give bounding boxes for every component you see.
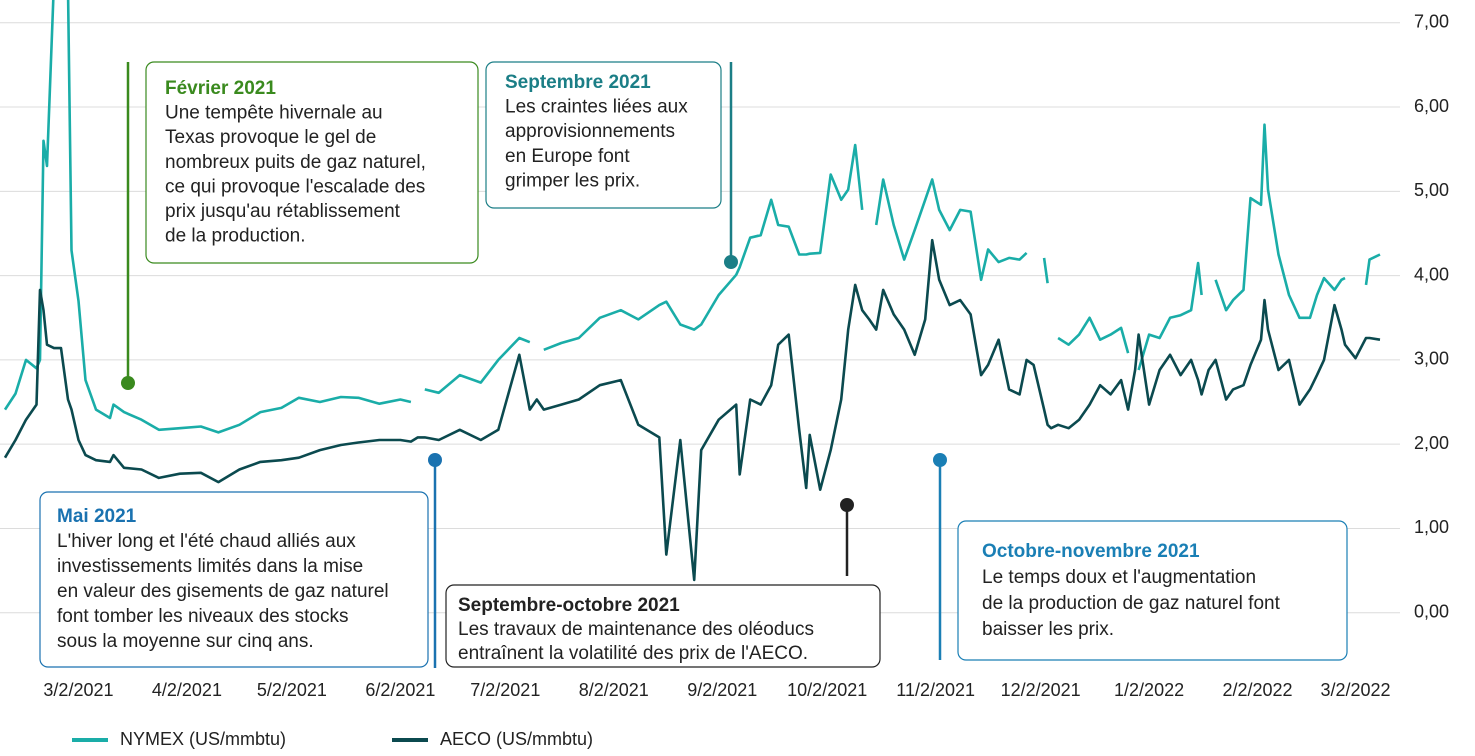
annotation-box: [445, 584, 881, 668]
x-tick-label: 8/2/2021: [579, 680, 649, 700]
annotation-text: L'hiver long et l'été chaud alliés aux: [57, 531, 356, 552]
y-tick-label: 0,00: [1414, 601, 1449, 621]
legend-label: AECO (US/mmbtu): [440, 729, 593, 749]
x-tick-label: 3/2/2021: [43, 680, 113, 700]
series-line: [3, 0, 1381, 434]
annotation-text: nombreux puits de gaz naturel,: [165, 152, 426, 173]
y-tick-label: 5,00: [1414, 180, 1449, 200]
annotation-text: investissements limités dans la mise: [57, 556, 363, 577]
annotation-box: [957, 520, 1348, 661]
plot-area: [3, 0, 1381, 582]
annotation-text: Le temps doux et l'augmentation: [982, 567, 1256, 588]
annotation-text: Texas provoque le gel de: [165, 127, 376, 148]
annotation-dot: [428, 453, 442, 467]
annotation-text: grimper les prix.: [505, 170, 640, 191]
annotation-box: [485, 61, 722, 209]
annotation-text: ce qui provoque l'escalade des: [165, 176, 425, 197]
annotation-title: Mai 2021: [57, 506, 137, 527]
annotation-text: approvisionnements: [505, 121, 675, 142]
annotation-text: Les travaux de maintenance des oléoducs: [458, 619, 814, 640]
annotation-title: Octobre-novembre 2021: [982, 541, 1200, 562]
annotation-title: Septembre 2021: [505, 72, 651, 93]
x-tick-label: 5/2/2021: [257, 680, 327, 700]
x-tick-label: 10/2/2021: [787, 680, 867, 700]
series-line: [3, 238, 1381, 582]
annotation-text: en Europe font: [505, 146, 630, 167]
x-tick-label: 9/2/2021: [687, 680, 757, 700]
annotation-box: [145, 61, 479, 264]
x-tick-label: 3/2/2022: [1320, 680, 1390, 700]
y-tick-label: 1,00: [1414, 517, 1449, 537]
annotation-text: baisser les prix.: [982, 619, 1114, 640]
x-tick-label: 12/2/2021: [1001, 680, 1081, 700]
y-tick-label: 4,00: [1414, 264, 1449, 284]
annotation-title: Février 2021: [165, 78, 276, 99]
annotation-text: Les craintes liées aux: [505, 97, 688, 118]
annotation-text: font tomber les niveaux des stocks: [57, 606, 348, 627]
annotation-title: Septembre-octobre 2021: [458, 595, 680, 616]
y-tick-label: 6,00: [1414, 96, 1449, 116]
annotation-text: Une tempête hivernale au: [165, 103, 383, 124]
annotation-text: sous la moyenne sur cinq ans.: [57, 631, 314, 652]
annotation-dot: [724, 255, 738, 269]
x-tick-label: 7/2/2021: [470, 680, 540, 700]
annotation-dot: [121, 376, 135, 390]
y-tick-label: 3,00: [1414, 349, 1449, 369]
annotation-box: [39, 491, 429, 668]
annotation-text: entraînent la volatilité des prix de l'A…: [458, 643, 808, 664]
annotation-text: de la production.: [165, 226, 306, 247]
annotation-dot: [840, 498, 854, 512]
axes: 0,00 1,00 2,00 3,00 4,00 5,00 6,00 7,00 3/2/2021…: [43, 12, 1449, 749]
annotation-dot: [933, 453, 947, 467]
x-tick-label: 4/2/2021: [152, 680, 222, 700]
annotation-text: en valeur des gisements de gaz naturel: [57, 581, 389, 602]
x-tick-label: 11/2/2021: [896, 680, 975, 700]
legend-label: NYMEX (US/mmbtu): [120, 729, 286, 749]
x-tick-label: 1/2/2022: [1114, 680, 1184, 700]
annotation-text: de la production de gaz naturel font: [982, 593, 1281, 614]
annotation-text: prix jusqu'au rétablissement: [165, 201, 401, 222]
y-tick-label: 7,00: [1414, 12, 1449, 32]
y-tick-label: 2,00: [1414, 433, 1449, 453]
x-tick-label: 6/2/2021: [365, 680, 435, 700]
x-tick-label: 2/2/2022: [1223, 680, 1293, 700]
annotations: Février 2021 Une tempête hivernale au Texa…: [39, 61, 1348, 668]
